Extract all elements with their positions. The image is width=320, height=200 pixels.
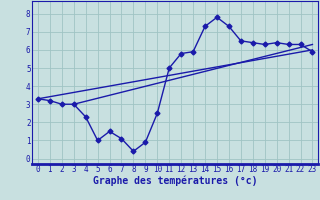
- X-axis label: Graphe des températures (°c): Graphe des températures (°c): [93, 176, 258, 186]
